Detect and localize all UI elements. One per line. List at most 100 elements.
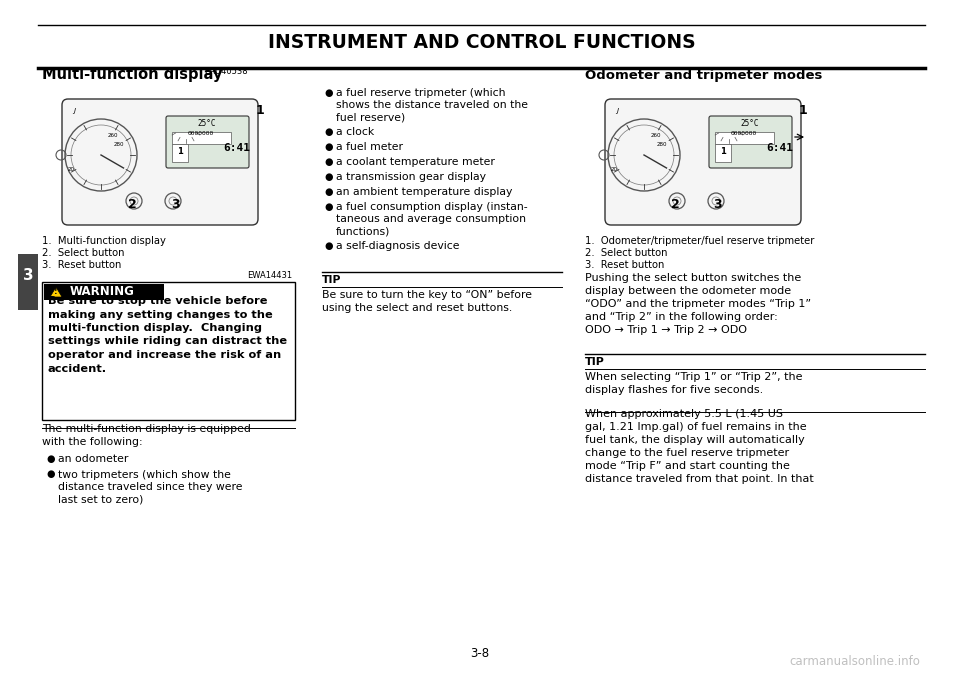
Bar: [44, 284, 164, 300]
Text: J: J: [616, 108, 618, 114]
Text: 25°C: 25°C: [198, 119, 216, 128]
Text: ●: ●: [324, 202, 332, 212]
Text: 1.  Odometer/tripmeter/fuel reserve tripmeter: 1. Odometer/tripmeter/fuel reserve tripm…: [585, 236, 814, 246]
Text: 1: 1: [256, 104, 265, 117]
Text: 20: 20: [67, 167, 75, 172]
Text: 0000000: 0000000: [188, 131, 214, 136]
Text: ●: ●: [324, 187, 332, 197]
Text: WARNING: WARNING: [70, 285, 134, 298]
Text: two tripmeters (which show the: two tripmeters (which show the: [58, 469, 230, 479]
Text: The multi-function display is equipped: The multi-function display is equipped: [42, 424, 251, 434]
Text: 6:41: 6:41: [766, 143, 794, 153]
Text: taneous and average consumption: taneous and average consumption: [336, 214, 526, 224]
Text: “ODO” and the tripmeter modes “Trip 1”: “ODO” and the tripmeter modes “Trip 1”: [585, 299, 811, 309]
FancyBboxPatch shape: [166, 116, 249, 168]
Text: 280: 280: [113, 142, 124, 147]
Text: 260: 260: [108, 133, 118, 138]
Text: and “Trip 2” in the following order:: and “Trip 2” in the following order:: [585, 312, 778, 322]
Text: EAU40538: EAU40538: [204, 67, 248, 76]
Text: ●: ●: [324, 88, 332, 98]
Text: 2: 2: [671, 199, 680, 212]
Text: 0000000: 0000000: [731, 131, 757, 136]
Text: TIP: TIP: [585, 357, 605, 367]
Text: !: !: [54, 287, 58, 296]
Text: 260: 260: [651, 133, 661, 138]
Text: 25°C: 25°C: [741, 119, 759, 128]
Text: last set to zero): last set to zero): [58, 494, 143, 504]
Text: 3: 3: [713, 199, 722, 212]
Text: ●: ●: [46, 454, 55, 464]
Text: 6:41: 6:41: [224, 143, 251, 153]
Text: Odometer and tripmeter modes: Odometer and tripmeter modes: [585, 69, 823, 82]
Text: making any setting changes to the: making any setting changes to the: [48, 309, 273, 319]
Text: display flashes for five seconds.: display flashes for five seconds.: [585, 385, 763, 395]
Text: a self-diagnosis device: a self-diagnosis device: [336, 241, 460, 251]
Text: 20: 20: [611, 167, 617, 172]
Text: mode “Trip F” and start counting the: mode “Trip F” and start counting the: [585, 461, 790, 471]
Bar: [42, 282, 295, 420]
Text: When approximately 5.5 L (1.45 US: When approximately 5.5 L (1.45 US: [585, 409, 783, 419]
Text: 2: 2: [128, 199, 136, 212]
Text: display between the odometer mode: display between the odometer mode: [585, 286, 791, 296]
Text: 280: 280: [657, 142, 667, 147]
Text: a clock: a clock: [336, 127, 374, 137]
Text: distance traveled since they were: distance traveled since they were: [58, 482, 243, 492]
Text: ODO → Trip 1 → Trip 2 → ODO: ODO → Trip 1 → Trip 2 → ODO: [585, 325, 747, 335]
Text: ●: ●: [324, 142, 332, 152]
Text: 3: 3: [171, 199, 180, 212]
Text: 3-8: 3-8: [470, 647, 490, 660]
Text: a fuel reserve tripmeter (which: a fuel reserve tripmeter (which: [336, 88, 506, 98]
Text: multi-function display.  Changing: multi-function display. Changing: [48, 323, 262, 333]
Text: fuel tank, the display will automatically: fuel tank, the display will automaticall…: [585, 435, 804, 445]
Text: Be sure to stop the vehicle before: Be sure to stop the vehicle before: [48, 296, 268, 306]
Text: a fuel consumption display (instan-: a fuel consumption display (instan-: [336, 202, 528, 212]
Text: TIP: TIP: [322, 275, 342, 285]
Text: INSTRUMENT AND CONTROL FUNCTIONS: INSTRUMENT AND CONTROL FUNCTIONS: [268, 33, 696, 52]
Text: shows the distance traveled on the: shows the distance traveled on the: [336, 100, 528, 110]
Text: Multi-function display: Multi-function display: [42, 67, 223, 82]
Text: with the following:: with the following:: [42, 437, 143, 447]
Text: accident.: accident.: [48, 363, 108, 374]
Text: a transmission gear display: a transmission gear display: [336, 172, 486, 182]
Bar: [18, 254, 38, 310]
Text: When selecting “Trip 1” or “Trip 2”, the: When selecting “Trip 1” or “Trip 2”, the: [585, 372, 803, 382]
Text: functions): functions): [336, 226, 391, 236]
FancyBboxPatch shape: [605, 99, 801, 225]
Text: 1: 1: [799, 104, 807, 117]
Text: settings while riding can distract the: settings while riding can distract the: [48, 336, 287, 346]
Text: an ambient temperature display: an ambient temperature display: [336, 187, 513, 197]
Text: 1: 1: [720, 146, 726, 155]
Text: ●: ●: [324, 127, 332, 137]
Text: ●: ●: [46, 469, 55, 479]
FancyBboxPatch shape: [709, 116, 792, 168]
Text: 1.  Multi-function display: 1. Multi-function display: [42, 236, 166, 246]
Text: distance traveled from that point. In that: distance traveled from that point. In th…: [585, 474, 814, 484]
Text: 1: 1: [177, 146, 183, 155]
Bar: [715, 132, 774, 144]
Polygon shape: [50, 287, 62, 297]
Text: ●: ●: [324, 172, 332, 182]
Text: Be sure to turn the key to “ON” before: Be sure to turn the key to “ON” before: [322, 290, 532, 300]
Text: a coolant temperature meter: a coolant temperature meter: [336, 157, 494, 167]
Bar: [172, 132, 231, 144]
Bar: [715, 144, 731, 162]
Text: change to the fuel reserve tripmeter: change to the fuel reserve tripmeter: [585, 448, 789, 458]
Text: a fuel meter: a fuel meter: [336, 142, 403, 152]
Bar: [172, 144, 188, 162]
Text: an odometer: an odometer: [58, 454, 129, 464]
Text: 2.  Select button: 2. Select button: [585, 248, 667, 258]
Text: EWA14431: EWA14431: [247, 271, 292, 280]
Text: 3.  Reset button: 3. Reset button: [585, 260, 664, 270]
Text: ●: ●: [324, 241, 332, 251]
Text: operator and increase the risk of an: operator and increase the risk of an: [48, 350, 281, 360]
Text: ●: ●: [324, 157, 332, 167]
Text: using the select and reset buttons.: using the select and reset buttons.: [322, 303, 513, 313]
Text: Pushing the select button switches the: Pushing the select button switches the: [585, 273, 802, 283]
Text: fuel reserve): fuel reserve): [336, 112, 405, 122]
Text: gal, 1.21 Imp.gal) of fuel remains in the: gal, 1.21 Imp.gal) of fuel remains in th…: [585, 422, 806, 432]
Text: J: J: [73, 108, 75, 114]
Text: carmanualsonline.info: carmanualsonline.info: [789, 655, 920, 668]
Text: 2.  Select button: 2. Select button: [42, 248, 125, 258]
Text: 3: 3: [23, 268, 34, 283]
FancyBboxPatch shape: [62, 99, 258, 225]
